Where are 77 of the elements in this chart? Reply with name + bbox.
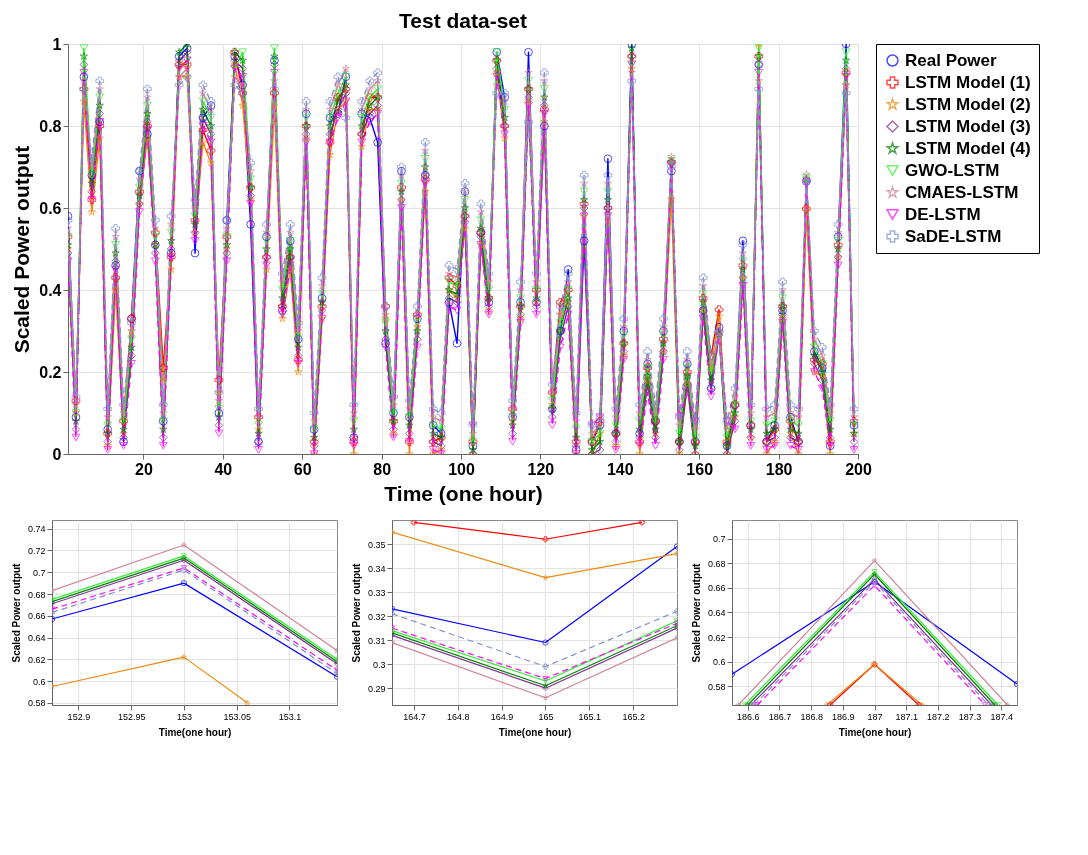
legend-label: SaDE-LSTM <box>905 226 1002 246</box>
legend-label: LSTM Model (1) <box>905 72 1031 92</box>
x-tick-label: 180 <box>765 460 793 478</box>
y-tick-label: 0 <box>52 445 62 463</box>
x-tick-label: 187 <box>867 711 883 722</box>
y-tick-label: 0.62 <box>707 632 726 643</box>
legend-label: Real Power <box>905 50 998 70</box>
legend-label: LSTM Model (3) <box>905 116 1031 136</box>
x-tick-label: 165.1 <box>578 711 602 722</box>
y-tick-label: 0.72 <box>27 545 46 556</box>
x-tick-label: 187.2 <box>927 711 950 722</box>
x-tick-label: 186.8 <box>800 711 823 722</box>
y-tick-label: 0.68 <box>707 558 726 569</box>
x-tick-label: 60 <box>293 460 312 478</box>
y-tick-label: 1 <box>52 35 62 53</box>
x-axis-title: Time(one hour) <box>838 726 912 738</box>
x-tick-label: 187.1 <box>895 711 918 722</box>
y-tick-label: 0.3 <box>372 659 386 670</box>
x-tick-label: 186.6 <box>737 711 760 722</box>
x-tick-label: 164.8 <box>447 711 470 722</box>
x-tick-label: 153.1 <box>278 711 302 722</box>
y-tick-label: 0.8 <box>39 117 62 135</box>
x-axis-title: Time (one hour) <box>384 481 543 505</box>
y-tick-label: 0.7 <box>32 567 46 578</box>
y-tick-label: 0.7 <box>712 534 726 544</box>
y-axis-title: Scaled Power output <box>690 562 702 663</box>
x-tick-label: 100 <box>448 460 475 478</box>
x-tick-label: 153 <box>176 711 192 722</box>
x-tick-label: 200 <box>845 460 872 478</box>
x-axis-title: Time(one hour) <box>158 726 232 738</box>
x-axis-title: Time(one hour) <box>498 726 572 738</box>
x-tick-label: 187.3 <box>958 711 982 722</box>
chart-title: Test data-set <box>399 9 527 32</box>
y-tick-label: 0.68 <box>27 589 46 600</box>
x-tick-label: 20 <box>135 460 153 478</box>
y-tick-label: 0.29 <box>367 683 386 694</box>
x-tick-label: 80 <box>373 460 392 478</box>
x-tick-label: 152.95 <box>117 711 146 722</box>
y-axis-title: Scaled Power output <box>10 562 22 663</box>
x-tick-label: 165 <box>538 711 554 722</box>
x-tick-label: 164.7 <box>403 711 426 722</box>
y-axis-title: Scaled Power output <box>350 562 362 663</box>
y-tick-label: 0.64 <box>27 633 46 644</box>
x-tick-label: 164.9 <box>490 711 514 722</box>
x-tick-label: 165.2 <box>622 711 645 722</box>
legend-label: GWO-LSTM <box>905 160 1000 180</box>
y-tick-label: 0.6 <box>32 676 46 687</box>
y-tick-label: 0.74 <box>27 524 46 535</box>
y-tick-label: 0.58 <box>27 698 46 709</box>
x-tick-label: 153.05 <box>223 711 251 722</box>
y-tick-label: 0.35 <box>367 539 386 550</box>
x-tick-label: 120 <box>527 460 555 478</box>
y-tick-label: 0.32 <box>367 611 386 622</box>
y-tick-label: 0.31 <box>367 635 386 646</box>
x-tick-label: 160 <box>686 460 714 478</box>
y-tick-label: 0.4 <box>39 281 62 299</box>
y-tick-label: 0.6 <box>39 199 62 217</box>
y-tick-label: 0.66 <box>707 583 726 594</box>
x-tick-label: 186.7 <box>768 711 792 722</box>
legend-label: DE-LSTM <box>905 204 981 224</box>
y-axis-title: Scaled Power output <box>10 145 34 354</box>
y-tick-label: 0.6 <box>712 657 726 668</box>
legend-label: LSTM Model (2) <box>905 94 1031 114</box>
x-tick-label: 152.9 <box>67 711 91 722</box>
y-tick-label: 0.33 <box>367 587 386 598</box>
y-tick-label: 0.2 <box>39 363 62 381</box>
y-tick-label: 0.64 <box>707 608 726 618</box>
x-tick-label: 40 <box>214 460 233 478</box>
legend-label: CMAES-LSTM <box>905 182 1019 202</box>
x-tick-label: 140 <box>606 460 634 478</box>
x-tick-label: 186.9 <box>832 711 855 722</box>
y-tick-label: 0.62 <box>27 654 46 665</box>
y-tick-label: 0.34 <box>367 563 386 574</box>
y-tick-label: 0.58 <box>707 682 726 692</box>
x-tick-label: 187.4 <box>990 711 1013 722</box>
y-tick-label: 0.66 <box>27 611 46 622</box>
legend-label: LSTM Model (4) <box>905 138 1031 158</box>
